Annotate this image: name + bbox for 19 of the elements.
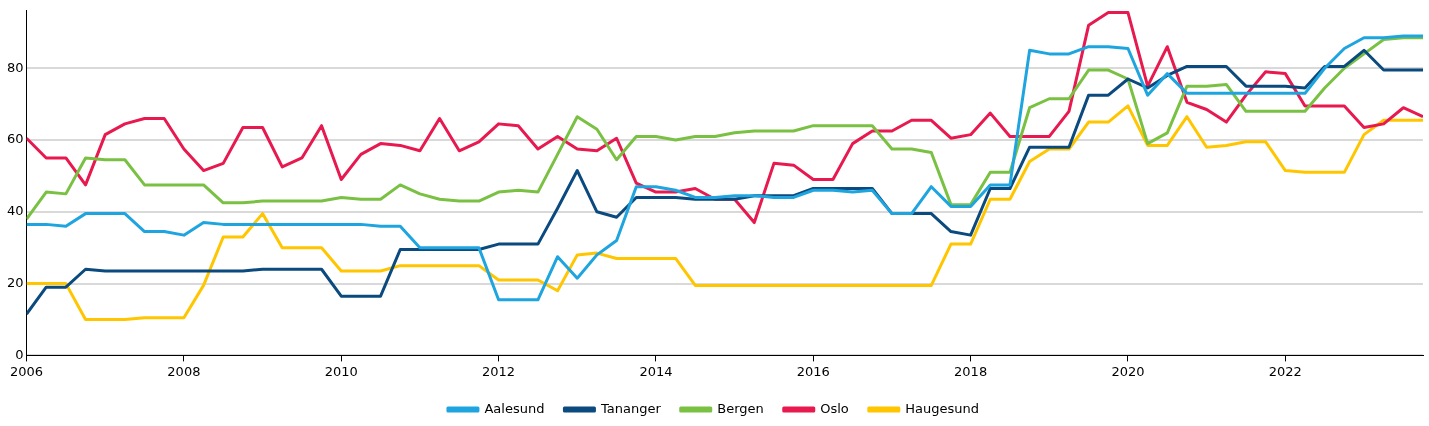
x-tick-label: 2012 — [482, 363, 516, 379]
y-tick-label: 80 — [7, 59, 24, 75]
x-tick-label: 2006 — [10, 363, 44, 379]
y-tick-label: 0 — [15, 346, 24, 362]
x-tick-label: 2020 — [1111, 363, 1145, 379]
x-tick-label: 2010 — [324, 363, 358, 379]
legend-label: Oslo — [820, 400, 849, 416]
legend-label: Aalesund — [484, 400, 545, 416]
legend-label: Tananger — [599, 400, 662, 416]
y-tick-label: 60 — [7, 131, 24, 147]
legend-label: Bergen — [717, 400, 764, 416]
x-tick-label: 2008 — [167, 363, 201, 379]
legend-label: Haugesund — [905, 400, 980, 416]
x-tick-label: 2014 — [639, 363, 673, 379]
y-tick-label: 40 — [7, 203, 24, 219]
y-tick-label: 20 — [7, 274, 24, 290]
x-tick-label: 2018 — [954, 363, 988, 379]
x-tick-label: 2022 — [1268, 363, 1302, 379]
x-tick-label: 2016 — [796, 363, 830, 379]
